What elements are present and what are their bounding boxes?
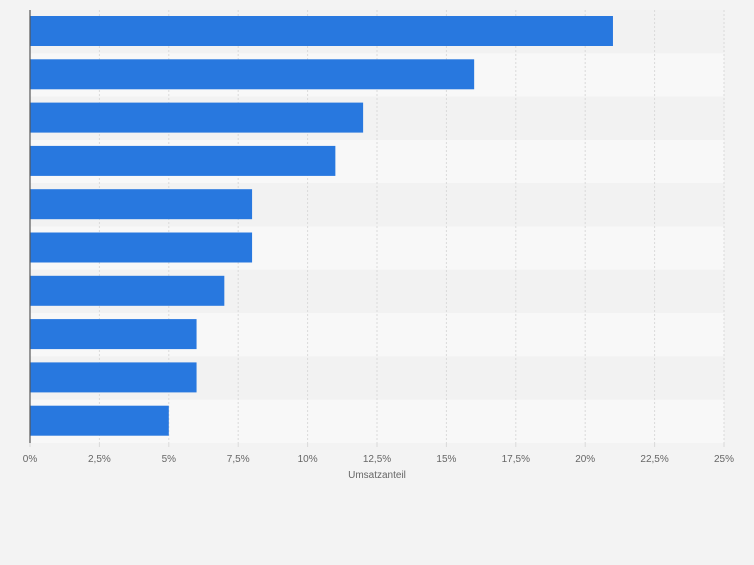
x-tick-label: 10% xyxy=(298,454,318,465)
x-tick-label: 22,5% xyxy=(640,454,668,465)
x-tick-label: 25% xyxy=(714,454,734,465)
bar[interactable] xyxy=(30,189,253,220)
x-tick-label: 20% xyxy=(575,454,595,465)
x-axis: 0% 2,5% 5% 7,5% 10% 12,5% 15% 17,5% 20% 22,5% 25% xyxy=(23,10,734,465)
bar[interactable] xyxy=(30,275,225,306)
x-tick-label: 15% xyxy=(436,454,456,465)
bar[interactable] xyxy=(30,405,169,436)
bar[interactable] xyxy=(30,232,253,263)
x-tick-label: 12,5% xyxy=(363,454,391,465)
x-tick-label: 7,5% xyxy=(227,454,250,465)
x-tick-label: 17,5% xyxy=(502,454,530,465)
bar[interactable] xyxy=(30,145,336,176)
x-axis-label: Umsatzanteil xyxy=(348,470,406,481)
bar[interactable] xyxy=(30,319,197,350)
bars xyxy=(30,16,613,436)
bar[interactable] xyxy=(30,59,475,90)
bar[interactable] xyxy=(30,362,197,393)
x-tick-label: 5% xyxy=(162,454,177,465)
bar[interactable] xyxy=(30,16,613,46)
x-tick-label: 0% xyxy=(23,454,38,465)
x-tick-label: 2,5% xyxy=(88,454,111,465)
bar[interactable] xyxy=(30,102,364,133)
